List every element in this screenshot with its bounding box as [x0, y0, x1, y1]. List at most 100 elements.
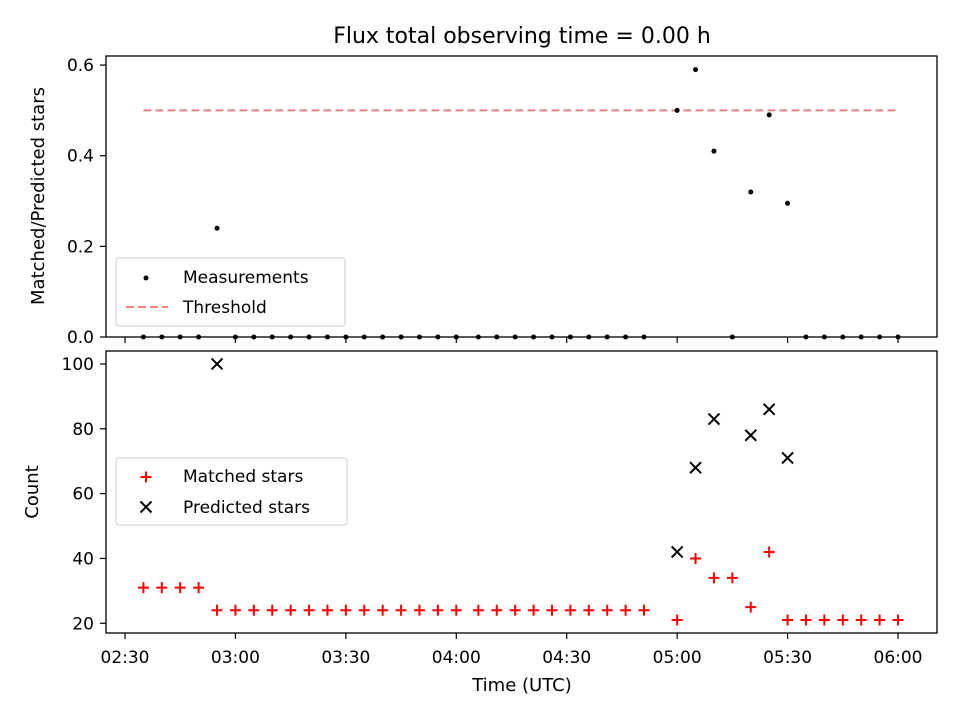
matched-star-point: [782, 614, 794, 626]
bottom-legend: Matched stars Predicted stars: [115, 457, 348, 526]
matched-star-point: [321, 604, 333, 616]
matched-star-point: [377, 604, 389, 616]
measurement-point: [586, 334, 592, 340]
top-y-tick-label: 0.6: [67, 56, 94, 76]
matched-star-point: [174, 582, 186, 594]
matched-star-point: [690, 552, 702, 564]
measurement-point: [159, 334, 165, 340]
measurement-point: [549, 334, 555, 340]
top-y-tick-label: 0.4: [67, 147, 94, 167]
matched-star-point: [620, 604, 632, 616]
top-plot-frame: [105, 55, 938, 338]
x-tick-label: 03:00: [211, 648, 260, 668]
top-y-tick-label: 0.2: [67, 237, 94, 257]
measurement-point: [803, 334, 809, 340]
measurement-point: [785, 200, 791, 206]
axes-ticks: 02:30 03:00 03:30 04:00 04:30 05:00 05:30 06:00…: [62, 56, 923, 668]
measurement-point: [512, 334, 518, 340]
top-legend: Measurements Threshold: [115, 257, 346, 327]
predicted-star-point: [744, 429, 757, 442]
measurement-point: [840, 334, 846, 340]
matched-star-point: [509, 604, 521, 616]
matched-star-point: [837, 614, 849, 626]
measurement-point: [821, 334, 827, 340]
chart-title: Flux total observing time = 0.00 h: [333, 24, 711, 49]
measurement-point: [324, 334, 330, 340]
measurement-point: [214, 225, 220, 231]
matched-star-point: [340, 604, 352, 616]
bottom-chart-marks: [137, 357, 904, 626]
matched-star-point: [726, 572, 738, 584]
predicted-star-point: [781, 451, 794, 465]
matched-star-point: [266, 604, 278, 616]
bottom-y-tick-label: 60: [72, 485, 94, 505]
measurement-point: [711, 148, 717, 154]
x-tick-label: 06:00: [874, 648, 923, 668]
matched-star-point: [395, 604, 407, 616]
legend-measurements-label: Measurements: [183, 268, 309, 288]
measurement-point: [877, 334, 883, 340]
matched-star-point: [229, 604, 241, 616]
measurement-point: [380, 334, 386, 340]
measurement-point: [674, 107, 680, 113]
matched-star-point: [638, 604, 650, 616]
measurement-point: [494, 334, 500, 340]
bottom-y-tick-label: 100: [62, 355, 94, 375]
predicted-star-point: [762, 403, 776, 416]
matched-star-point: [432, 604, 444, 616]
measurement-point: [729, 334, 735, 340]
matched-star-point: [193, 582, 205, 594]
matched-star-point: [248, 604, 260, 616]
matched-star-point: [601, 604, 613, 616]
matched-star-point: [528, 604, 540, 616]
matched-star-point: [892, 614, 904, 626]
bottom-y-axis-label: Count: [22, 465, 43, 518]
measurement-point: [361, 334, 367, 340]
measurement-point: [567, 334, 573, 340]
x-tick-label: 05:30: [763, 648, 812, 668]
legend-matched-marker: [140, 471, 152, 483]
legend-measurements-marker: [143, 275, 149, 281]
measurement-point: [604, 334, 610, 340]
matched-star-point: [472, 604, 484, 616]
matched-star-point: [358, 604, 370, 616]
matched-star-point: [745, 601, 757, 613]
matched-star-point: [450, 604, 462, 616]
measurement-point: [140, 334, 146, 340]
measurement-point: [269, 334, 275, 340]
bottom-plot-frame: [105, 350, 938, 634]
top-y-axis-label: Matched/Predicted stars: [28, 87, 49, 305]
matched-star-point: [855, 614, 867, 626]
matched-star-point: [671, 614, 683, 626]
measurement-point: [766, 112, 772, 118]
measurement-point: [623, 334, 629, 340]
top-y-tick-label: 0.0: [67, 328, 94, 348]
measurement-point: [475, 334, 481, 340]
measurement-point: [398, 334, 404, 340]
matched-star-point: [285, 604, 297, 616]
x-tick-label: 04:30: [542, 648, 591, 668]
predicted-star-point: [210, 357, 224, 371]
matched-star-point: [583, 604, 595, 616]
x-axis-label: Time (UTC): [471, 675, 572, 696]
predicted-star-point: [707, 412, 721, 426]
matched-star-point: [818, 614, 830, 626]
measurement-point: [416, 334, 422, 340]
matched-star-point: [156, 582, 168, 594]
bottom-y-tick-label: 80: [72, 420, 94, 440]
top-chart-marks: [140, 67, 901, 340]
matched-star-point: [413, 604, 425, 616]
measurement-point: [196, 334, 202, 340]
measurement-point: [288, 334, 294, 340]
measurement-point: [306, 334, 312, 340]
matched-star-point: [874, 614, 886, 626]
predicted-star-point: [670, 545, 684, 559]
x-tick-label: 04:00: [432, 648, 481, 668]
bottom-y-tick-label: 20: [72, 614, 94, 634]
predicted-star-point: [689, 461, 702, 474]
matched-star-point: [303, 604, 315, 616]
measurement-point: [251, 334, 257, 340]
legend-predicted-label: Predicted stars: [183, 498, 310, 518]
x-tick-label: 03:30: [321, 648, 370, 668]
